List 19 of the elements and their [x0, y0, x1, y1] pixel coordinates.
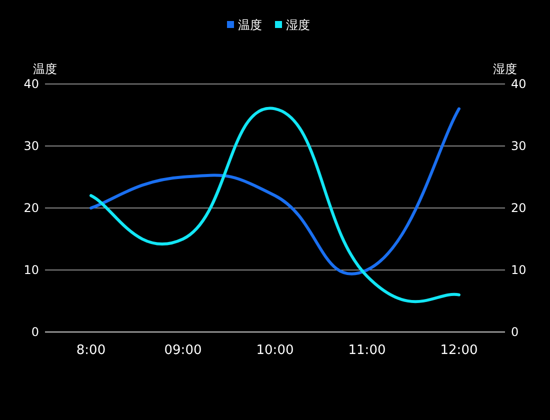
y2-tick-label: 20 — [511, 201, 526, 215]
x-tick-label: 11:00 — [348, 343, 386, 358]
y2-tick-label: 30 — [511, 139, 526, 153]
legend-label: 温度 — [238, 18, 262, 32]
y2-tick-label: 10 — [511, 263, 526, 277]
y-tick-label: 0 — [31, 325, 39, 339]
legend-label: 湿度 — [286, 18, 310, 32]
y2-tick-label: 0 — [511, 325, 519, 339]
y2-axis-title: 湿度 — [493, 62, 517, 76]
y2-tick-label: 40 — [511, 77, 526, 91]
y-tick-label: 40 — [24, 77, 39, 91]
y-tick-label: 20 — [24, 201, 39, 215]
x-tick-label: 8:00 — [76, 343, 106, 358]
x-tick-label: 09:00 — [164, 343, 202, 358]
x-tick-label: 12:00 — [440, 343, 478, 358]
x-tick-label: 10:00 — [256, 343, 294, 358]
y-tick-label: 30 — [24, 139, 39, 153]
y-tick-label: 10 — [24, 263, 39, 277]
y-axis-title: 温度 — [33, 62, 57, 76]
